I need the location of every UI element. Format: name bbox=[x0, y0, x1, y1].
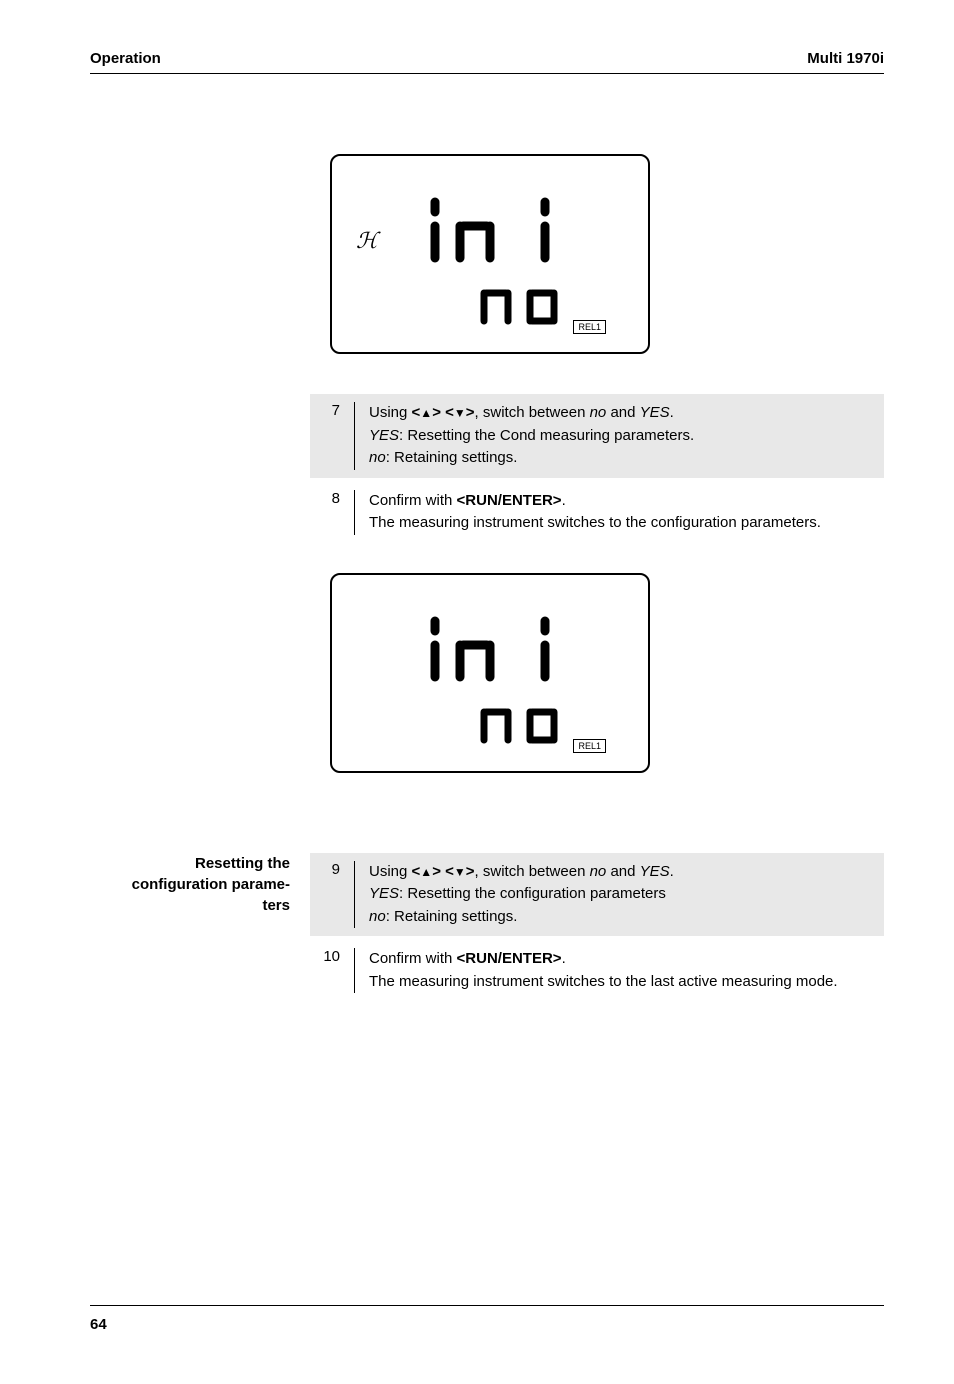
lcd-display-1: ℋ bbox=[330, 154, 650, 354]
step-divider bbox=[354, 402, 355, 470]
conductivity-icon: ℋ bbox=[356, 228, 378, 254]
text: Confirm with bbox=[369, 492, 457, 509]
step-9-text: Using <> <>, switch between no and YES. … bbox=[369, 861, 884, 929]
text: . bbox=[562, 492, 566, 509]
text-bold: > < bbox=[432, 863, 454, 880]
step-divider bbox=[354, 861, 355, 929]
text: The measuring instrument switches to the… bbox=[369, 973, 838, 990]
text: The measuring instrument switches to the… bbox=[369, 514, 821, 531]
right-content-col: ℋ bbox=[310, 154, 884, 813]
text: : Resetting the configuration parameters bbox=[399, 885, 666, 902]
lcd-display-2: REL1 bbox=[330, 573, 650, 773]
sidebar-line: Resetting the bbox=[195, 855, 290, 872]
step-8-text: Confirm with <RUN/ENTER>. The measuring … bbox=[369, 490, 884, 535]
text: , switch between bbox=[475, 404, 590, 421]
up-arrow-icon bbox=[420, 863, 432, 880]
text: and bbox=[606, 404, 639, 421]
text-italic: no bbox=[369, 449, 386, 466]
text: . bbox=[562, 950, 566, 967]
bottom-section: Resetting the configuration parame- ters… bbox=[90, 853, 884, 1006]
bottom-right-col: 9 Using < > < >, switch between no and YES… bbox=[310, 853, 884, 1006]
step-7-text: Using <> <>, switch between no and YES. … bbox=[369, 402, 884, 470]
seven-segment-ini-icon bbox=[415, 196, 565, 264]
lcd-relay-label-1: REL1 bbox=[573, 320, 606, 334]
step-10-number: 10 bbox=[310, 948, 354, 993]
text-italic: YES bbox=[640, 863, 670, 880]
text-bold: > < bbox=[432, 404, 454, 421]
text: . bbox=[670, 404, 674, 421]
seven-segment-no-icon bbox=[470, 283, 570, 327]
text: Using bbox=[369, 863, 412, 880]
text-italic: YES bbox=[369, 427, 399, 444]
text-italic: no bbox=[369, 908, 386, 925]
down-arrow-icon bbox=[454, 404, 466, 421]
step-8-number: 8 bbox=[310, 490, 354, 535]
left-margin-col bbox=[90, 154, 290, 813]
seven-segment-no-icon bbox=[470, 702, 570, 746]
header-section-title: Operation bbox=[90, 50, 161, 67]
page-container: Operation Multi 1970i ℋ bbox=[0, 0, 954, 1384]
sidebar-line: ters bbox=[262, 897, 290, 914]
step-9-number: 9 bbox=[310, 861, 354, 929]
text-bold: > bbox=[466, 863, 475, 880]
text-italic: YES bbox=[369, 885, 399, 902]
text: and bbox=[606, 863, 639, 880]
text: . bbox=[670, 863, 674, 880]
step-10-row: 10 Confirm with <RUN/ENTER>. The measuri… bbox=[310, 940, 884, 1001]
down-arrow-icon bbox=[454, 863, 466, 880]
sidebar-heading-col: Resetting the configuration parame- ters bbox=[90, 853, 290, 1006]
step-divider bbox=[354, 948, 355, 993]
step-7-number: 7 bbox=[310, 402, 354, 470]
header-product-name: Multi 1970i bbox=[807, 50, 884, 67]
step-7-row: 7 Using < > < >, switch between no and YES… bbox=[310, 394, 884, 478]
step-divider bbox=[354, 490, 355, 535]
lcd-main-text-1 bbox=[352, 176, 628, 269]
seven-segment-ini-icon bbox=[415, 615, 565, 683]
page-header: Operation Multi 1970i bbox=[90, 50, 884, 74]
text: Confirm with bbox=[369, 950, 457, 967]
text-bold: <RUN/ENTER> bbox=[457, 950, 562, 967]
lcd-main-text-2 bbox=[352, 595, 628, 688]
text-bold: < bbox=[412, 404, 421, 421]
page-number: 64 bbox=[90, 1316, 107, 1333]
step-10-text: Confirm with <RUN/ENTER>. The measuring … bbox=[369, 948, 884, 993]
text: : Resetting the Cond measuring parameter… bbox=[399, 427, 694, 444]
text-bold: <RUN/ENTER> bbox=[457, 492, 562, 509]
text-italic: YES bbox=[640, 404, 670, 421]
text: Using bbox=[369, 404, 412, 421]
sidebar-line: configuration parame- bbox=[132, 876, 290, 893]
text: , switch between bbox=[475, 863, 590, 880]
text-italic: no bbox=[590, 863, 607, 880]
sidebar-heading: Resetting the configuration parame- ters bbox=[90, 853, 290, 916]
text-bold: > bbox=[466, 404, 475, 421]
text-italic: no bbox=[590, 404, 607, 421]
content-area-1: ℋ bbox=[90, 154, 884, 813]
page-footer: 64 bbox=[90, 1305, 884, 1334]
text: : Retaining settings. bbox=[386, 449, 518, 466]
up-arrow-icon bbox=[420, 404, 432, 421]
text-bold: < bbox=[412, 863, 421, 880]
lcd-relay-label-2: REL1 bbox=[573, 739, 606, 753]
step-8-row: 8 Confirm with <RUN/ENTER>. The measurin… bbox=[310, 482, 884, 543]
step-9-row: 9 Using < > < >, switch between no and YES… bbox=[310, 853, 884, 937]
text: : Retaining settings. bbox=[386, 908, 518, 925]
